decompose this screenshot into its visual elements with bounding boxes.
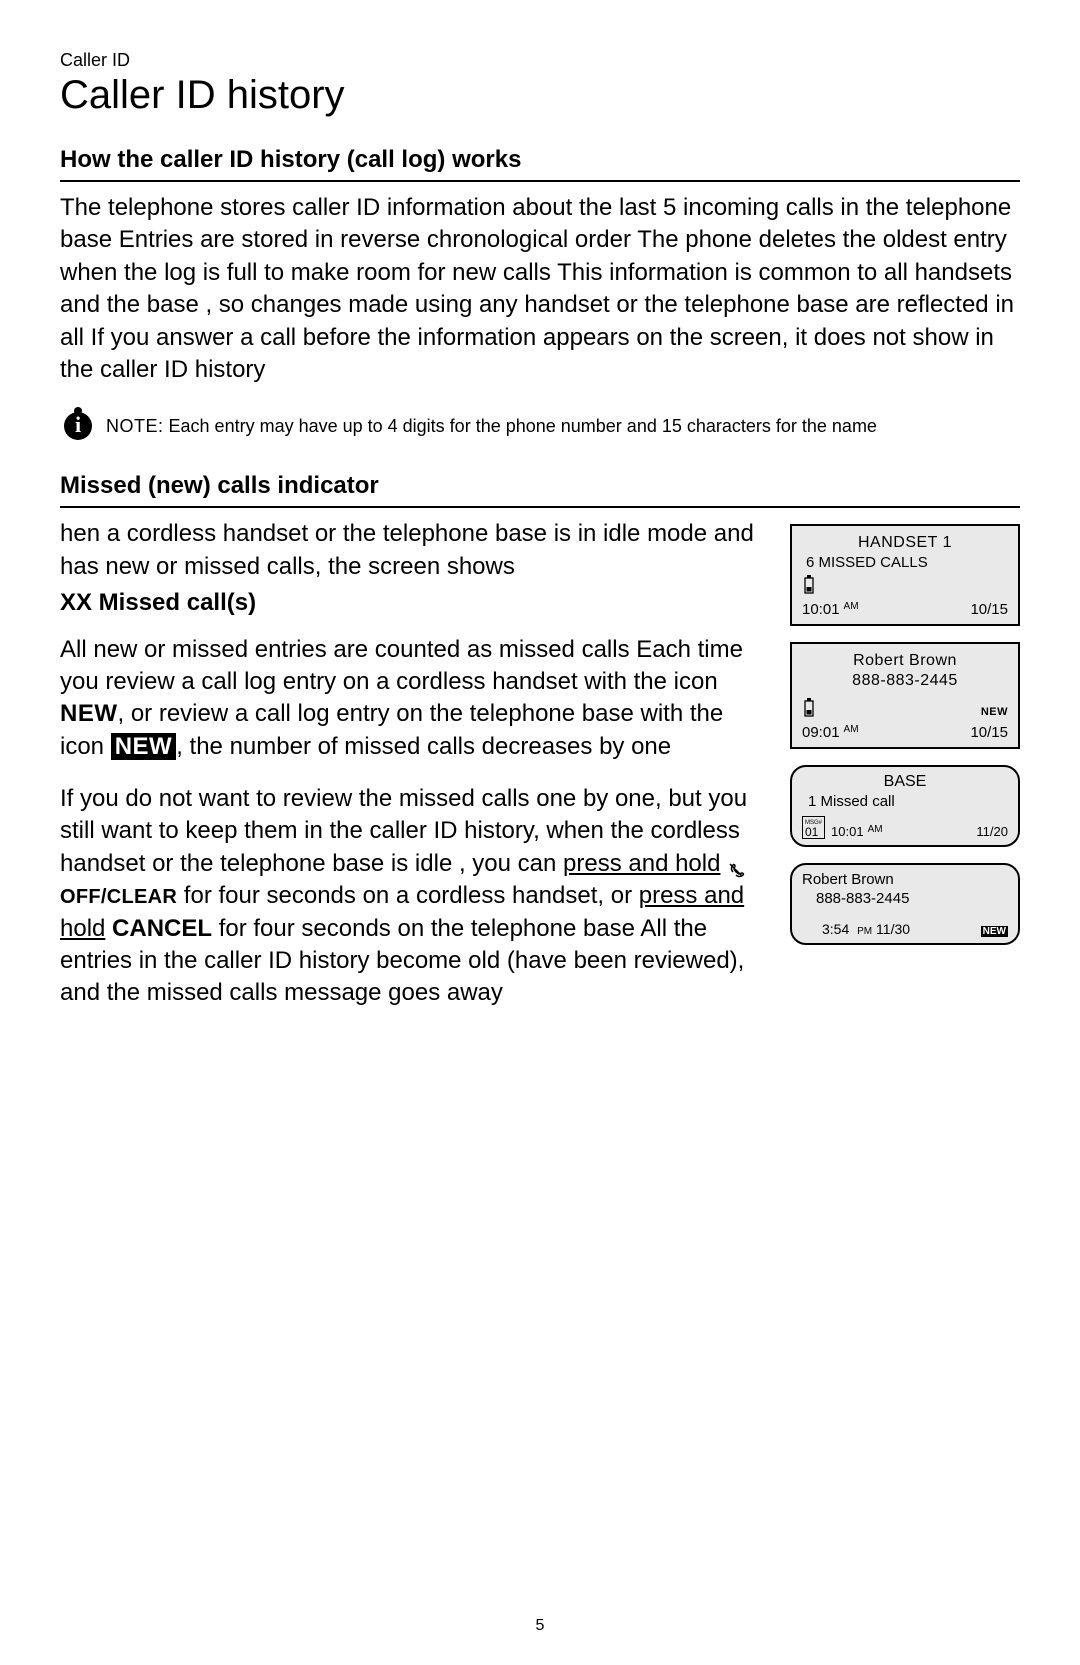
s3-ampm: AM — [868, 824, 883, 835]
left-column: hen a cordless handset or the telephone … — [60, 518, 760, 1029]
two-column-layout: hen a cordless handset or the telephone … — [60, 518, 1020, 1029]
section1-body: The telephone stores caller ID informati… — [60, 192, 1020, 386]
note-body: Each entry may have up to 4 digits for t… — [169, 416, 877, 436]
s3-date: 11/20 — [976, 824, 1008, 839]
s1-missed: 6 MISSED CALLS — [806, 554, 1008, 571]
phone-off-icon — [727, 856, 745, 874]
s1-time: 10:01 — [802, 601, 840, 618]
p3mid1 — [720, 850, 727, 877]
p3b: for four seconds on a cordless handset, … — [177, 882, 639, 909]
p2a: All new or missed entries are counted as… — [60, 636, 743, 695]
s3-missed: 1 Missed call — [808, 793, 1008, 810]
handset-entry-screen: Robert Brown 888-883-2445 NEW 09:01 AM 10… — [790, 642, 1020, 749]
s3-time: 10:01 — [831, 824, 864, 839]
s1-date: 10/15 — [970, 601, 1008, 618]
press-hold-1: press and hold — [563, 850, 720, 877]
new-icon-text: NEW — [60, 700, 118, 727]
section2-heading: Missed (new) calls indicator — [60, 472, 1020, 500]
xx-missed-label: XX Missed call(s) — [60, 589, 256, 616]
s3-msg-num: 01 — [805, 826, 822, 838]
s1-ampm: AM — [844, 601, 859, 612]
right-column-screens: HANDSET 1 6 MISSED CALLS 10:01 AM 10/15 R… — [790, 518, 1020, 945]
xx-missed-line: XX Missed call(s) — [60, 587, 760, 619]
p2: All new or missed entries are counted as… — [60, 634, 760, 764]
cancel-label: CANCEL — [112, 915, 212, 942]
note-text: NOTE: Each entry may have up to 4 digits… — [106, 406, 877, 438]
svg-text:i: i — [75, 412, 81, 437]
page-number: 5 — [0, 1617, 1080, 1635]
section1-heading: How the caller ID history (call log) wor… — [60, 146, 1020, 174]
manual-page: Caller ID Caller ID history How the call… — [0, 0, 1080, 1665]
s4-number: 888-883-2445 — [816, 890, 1008, 907]
divider — [60, 180, 1020, 182]
s2-name: Robert Brown — [802, 652, 1008, 670]
base-idle-screen: BASE 1 Missed call MSG# 01 10:01 AM 11/20 — [790, 765, 1020, 847]
info-icon: i — [60, 406, 96, 442]
p1-text: hen a cordless handset or the telephone … — [60, 520, 754, 579]
s3-title: BASE — [802, 773, 1008, 791]
p3: If you do not want to review the missed … — [60, 783, 760, 1010]
divider — [60, 506, 1020, 508]
page-title: Caller ID history — [60, 73, 1020, 118]
new-icon-inverted: NEW — [111, 733, 177, 760]
s4-date: 11/30 — [876, 921, 910, 937]
s2-new-tag: NEW — [981, 706, 1008, 718]
s4-name: Robert Brown — [802, 871, 1008, 888]
s4-new-tag: NEW — [981, 926, 1008, 937]
p1: hen a cordless handset or the telephone … — [60, 518, 760, 583]
note-label: NOTE: — [106, 416, 164, 436]
note-block: i NOTE: Each entry may have up to 4 digi… — [60, 406, 1020, 442]
s4-ampm: PM — [857, 926, 872, 937]
s2-time: 09:01 — [802, 724, 840, 741]
handset-idle-screen: HANDSET 1 6 MISSED CALLS 10:01 AM 10/15 — [790, 524, 1020, 626]
off-clear-label: OFF/CLEAR — [60, 886, 177, 908]
s4-time: 3:54 — [822, 921, 849, 937]
battery-icon — [802, 575, 816, 595]
base-entry-screen: Robert Brown 888-883-2445 3:54 PM 11/30 … — [790, 863, 1020, 945]
s1-title: HANDSET 1 — [802, 534, 1008, 552]
battery-icon — [802, 698, 816, 718]
p2c: , the number of missed calls decreases b… — [176, 733, 671, 760]
s2-date: 10/15 — [970, 724, 1008, 741]
s2-ampm: AM — [844, 724, 859, 735]
breadcrumb: Caller ID — [60, 50, 1020, 71]
msg-count-icon: MSG# 01 — [802, 816, 825, 839]
s2-number: 888-883-2445 — [802, 672, 1008, 690]
